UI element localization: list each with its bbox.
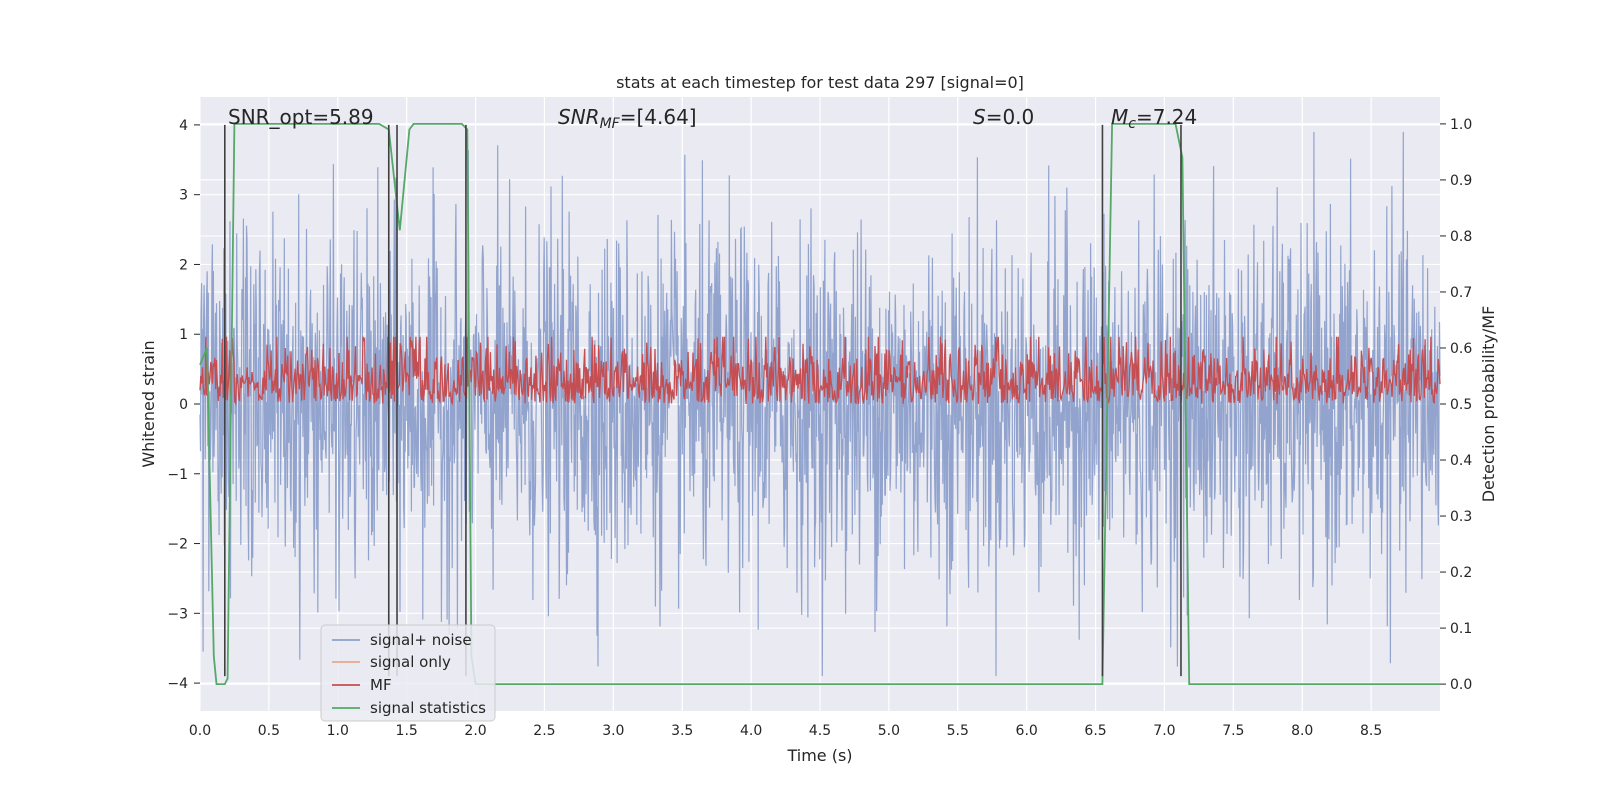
y-left-tick-label: −1 [167,467,188,483]
x-tick-label: 0.5 [258,723,280,739]
y-right-axis-ticks: 1.0 0.9 0.8 0.7 0.6 0.5 0.4 0.3 0.2 0.1 0.0 [1440,117,1472,693]
vertical-markers [224,124,1182,677]
y-left-tick-label: 3 [179,188,188,204]
y-right-tick-label: 0.5 [1450,397,1472,413]
legend-label-signal-only: signal only [370,653,451,671]
annotation-mc-symbol: M [1111,105,1128,129]
x-tick-label: 4.0 [740,723,762,739]
y-left-tick-label: −2 [167,537,188,553]
x-tick-label: 2.0 [464,723,486,739]
mf-line [199,336,1441,406]
y-left-axis-label: Whitened strain [139,340,158,467]
x-tick-label: 8.5 [1360,723,1382,739]
y-left-tick-label: −4 [167,676,188,692]
annotation-snr-mf-subscript: MF [600,116,621,132]
y-right-tick-label: 0.6 [1450,341,1472,357]
annotation-snr-mf: SNRMF=[4.64] [558,105,697,132]
x-tick-label: 1.5 [396,723,418,739]
x-tick-label: 0.0 [189,723,211,739]
x-tick-label: 5.0 [878,723,900,739]
x-axis-ticks: 0.0 0.5 1.0 1.5 2.0 2.5 3.0 3.5 4.0 4.5 5.0 5.5 6.0 6… [189,723,1382,739]
y-right-tick-label: 0.1 [1450,621,1472,637]
x-tick-label: 2.5 [533,723,555,739]
x-tick-label: 6.0 [1016,723,1038,739]
chart-title: stats at each timestep for test data 297… [616,73,1024,92]
x-tick-label: 1.0 [327,723,349,739]
annotation-mc-subscript: c [1128,116,1136,132]
annotation-mc: Mc=7.24 [1111,105,1197,132]
y-right-tick-label: 1.0 [1450,117,1472,133]
x-tick-label: 4.5 [809,723,831,739]
y-right-tick-label: 0.4 [1450,453,1472,469]
annotation-s-symbol: S [973,105,986,129]
y-left-tick-label: 1 [179,327,188,343]
annotation-snr-opt: SNR_opt=5.89 [228,105,374,129]
x-tick-label: 8.0 [1291,723,1313,739]
y-right-tick-label: 0.8 [1450,229,1472,245]
series-signal-statistics [199,123,1440,685]
annotation-s-value: =0.0 [986,105,1035,129]
y-right-tick-label: 0.2 [1450,565,1472,581]
legend-box [320,624,496,722]
y-left-axis-ticks: 4 3 2 1 0 −1 −2 −3 −4 [167,118,200,692]
y-right-tick-label: 0.0 [1450,677,1472,693]
y-right-tick-label: 0.3 [1450,509,1472,525]
series-mf [199,336,1441,406]
y-left-tick-label: −3 [167,606,188,622]
x-tick-label: 7.5 [1222,723,1244,739]
legend-label-signal-statistics: signal statistics [370,699,486,717]
legend-label-mf: MF [370,676,392,694]
y-right-tick-label: 0.7 [1450,285,1472,301]
annotation-s: S=0.0 [973,105,1034,129]
x-axis-label: Time (s) [786,746,852,765]
signal-noise-line [199,131,1441,677]
x-tick-label: 3.0 [602,723,624,739]
y-left-tick-label: 0 [179,397,188,413]
x-tick-label: 3.5 [671,723,693,739]
x-tick-label: 6.5 [1084,723,1106,739]
legend: signal+ noise signal only MF signal stat… [320,624,496,722]
x-tick-label: 7.0 [1153,723,1175,739]
x-tick-label: 5.5 [947,723,969,739]
y-left-tick-label: 4 [179,118,188,134]
annotation-mc-value: =7.24 [1136,105,1197,129]
annotation-snr-mf-symbol: SNR [558,105,600,129]
annotation-snr-mf-value: =[4.64] [620,105,697,129]
series-signal-noise [199,131,1441,677]
y-left-tick-label: 2 [179,257,188,273]
y-right-axis-label: Detection probability/MF [1479,306,1498,503]
signal-statistics-line [199,123,1440,685]
y-right-tick-label: 0.9 [1450,173,1472,189]
legend-label-signal-noise: signal+ noise [370,631,472,649]
